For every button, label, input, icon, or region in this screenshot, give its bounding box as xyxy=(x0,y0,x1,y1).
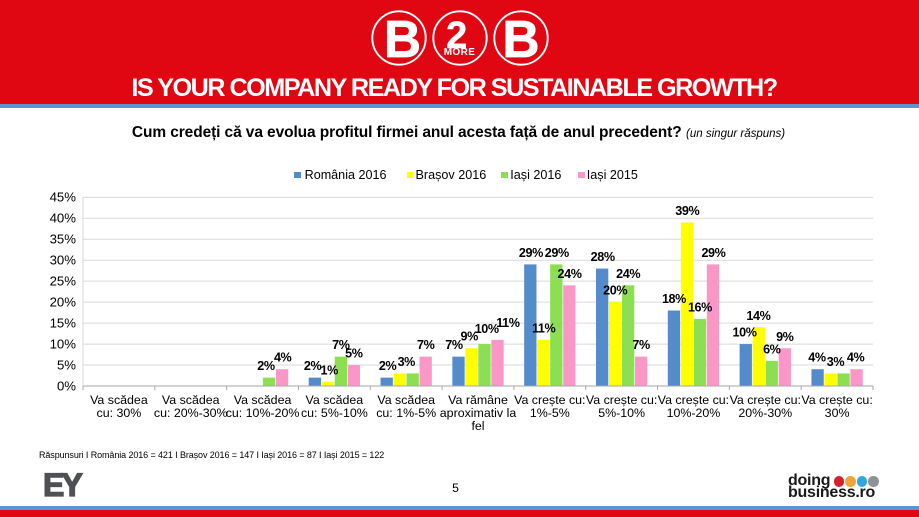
svg-text:14%: 14% xyxy=(746,309,770,323)
svg-text:cu: 5%-10%: cu: 5%-10% xyxy=(301,406,368,420)
svg-text:4%: 4% xyxy=(808,351,826,365)
svg-text:Va scădea: Va scădea xyxy=(306,393,364,407)
svg-text:20%: 20% xyxy=(603,284,627,298)
svg-text:45%: 45% xyxy=(50,190,77,205)
svg-text:9%: 9% xyxy=(460,329,478,343)
svg-text:7%: 7% xyxy=(445,338,463,352)
svg-text:30%: 30% xyxy=(825,406,850,420)
svg-text:1%-5%: 1%-5% xyxy=(530,406,570,420)
svg-text:4%: 4% xyxy=(274,351,292,365)
svg-text:11%: 11% xyxy=(496,316,520,330)
svg-text:9%: 9% xyxy=(776,330,794,344)
svg-text:Va crește cu:: Va crește cu: xyxy=(658,393,729,407)
svg-text:2%: 2% xyxy=(379,359,397,373)
svg-text:28%: 28% xyxy=(591,250,615,264)
svg-text:29%: 29% xyxy=(519,246,543,260)
svg-text:16%: 16% xyxy=(688,300,712,314)
svg-text:24%: 24% xyxy=(616,267,640,281)
svg-text:20%-30%: 20%-30% xyxy=(738,406,792,420)
svg-text:Va scădea: Va scădea xyxy=(90,393,148,407)
svg-text:7%: 7% xyxy=(417,338,435,352)
svg-text:10%: 10% xyxy=(475,322,499,336)
svg-text:cu: 30%: cu: 30% xyxy=(97,406,142,420)
svg-text:cu: 1%-5%: cu: 1%-5% xyxy=(376,406,436,420)
svg-text:11%: 11% xyxy=(532,321,556,335)
svg-text:10%: 10% xyxy=(50,336,77,351)
svg-text:10%: 10% xyxy=(733,326,757,340)
svg-text:29%: 29% xyxy=(545,246,569,260)
svg-text:5%-10%: 5%-10% xyxy=(598,406,645,420)
svg-text:B: B xyxy=(502,10,539,68)
svg-text:2: 2 xyxy=(446,15,467,57)
svg-text:29%: 29% xyxy=(701,246,725,260)
svg-text:7%: 7% xyxy=(332,338,350,352)
svg-text:cu: 10%-20%: cu: 10%-20% xyxy=(226,406,300,420)
svg-text:25%: 25% xyxy=(50,274,77,289)
svg-text:aproximativ la: aproximativ la xyxy=(440,406,517,420)
svg-text:Va rămâne: Va rămâne xyxy=(448,393,508,407)
svg-text:10%-20%: 10%-20% xyxy=(667,406,721,420)
svg-text:18%: 18% xyxy=(662,292,686,306)
svg-text:cu: 20%-30%: cu: 20%-30% xyxy=(154,406,228,420)
svg-text:4%: 4% xyxy=(847,351,865,365)
svg-text:40%: 40% xyxy=(50,211,77,226)
svg-text:3%: 3% xyxy=(398,355,416,369)
svg-text:24%: 24% xyxy=(558,267,582,281)
svg-text:7%: 7% xyxy=(632,338,650,352)
svg-text:0%: 0% xyxy=(57,378,76,393)
svg-text:39%: 39% xyxy=(675,204,699,218)
svg-text:2%: 2% xyxy=(257,359,275,373)
svg-text:30%: 30% xyxy=(50,253,77,268)
svg-text:5%: 5% xyxy=(345,347,363,361)
svg-text:Va scădea: Va scădea xyxy=(234,393,292,407)
svg-text:MORE: MORE xyxy=(444,47,476,58)
svg-text:Va crește cu:: Va crește cu: xyxy=(514,393,585,407)
svg-text:B: B xyxy=(384,10,421,68)
svg-text:Va crește cu:: Va crește cu: xyxy=(586,393,657,407)
svg-text:Va crește cu:: Va crește cu: xyxy=(730,393,801,407)
svg-text:Va scădea: Va scădea xyxy=(377,393,435,407)
svg-text:3%: 3% xyxy=(827,355,845,369)
svg-text:35%: 35% xyxy=(50,232,77,247)
svg-text:1%: 1% xyxy=(321,363,339,377)
svg-text:Va crește cu:: Va crește cu: xyxy=(801,393,872,407)
svg-text:2%: 2% xyxy=(304,359,322,373)
svg-text:fel: fel xyxy=(471,419,484,433)
svg-text:15%: 15% xyxy=(50,316,77,331)
svg-text:5%: 5% xyxy=(57,357,76,372)
svg-text:Va scădea: Va scădea xyxy=(162,393,220,407)
svg-text:6%: 6% xyxy=(763,342,781,356)
svg-text:20%: 20% xyxy=(50,295,77,310)
